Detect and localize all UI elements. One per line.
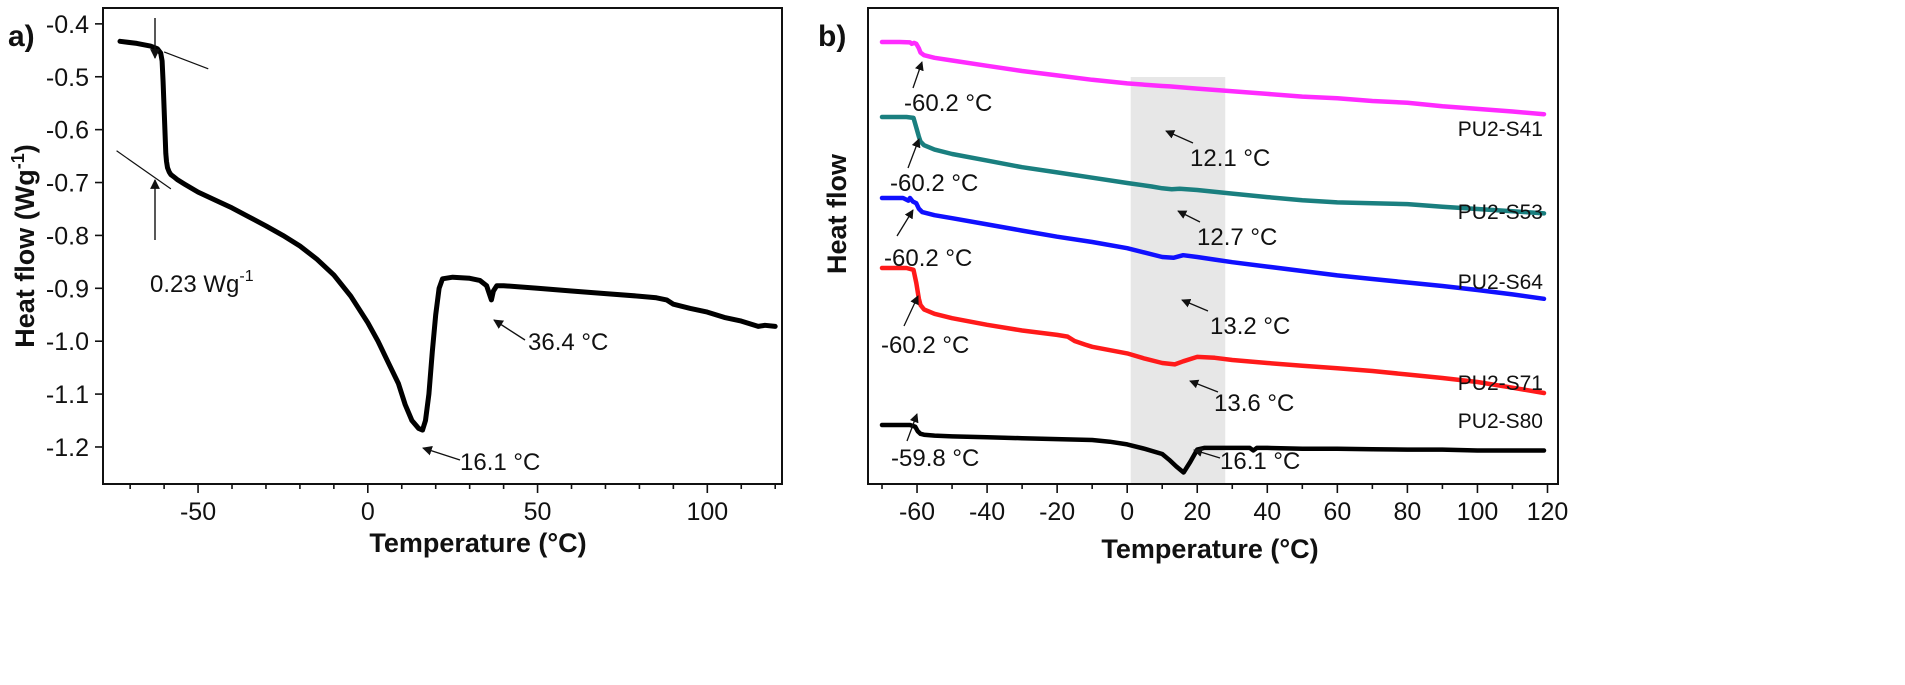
series-line-dsc-trace (117, 38, 778, 433)
y-tick-label: -1.0 (46, 328, 89, 356)
s80-high-arrow (1193, 448, 1221, 459)
peak-16-arrow (422, 446, 461, 461)
s64-high-arrow (1181, 299, 1209, 312)
s53-high-label: 12.7 °C (1197, 224, 1277, 251)
series-line-pu2-s71 (879, 265, 1547, 396)
panel-b: b) -60 -40 -20 0 20 40 60 80 100 120 Temperature … (818, 7, 1569, 564)
y-tick-label: -0.5 (46, 64, 89, 92)
series-label-pu2-s80: PU2-S80 (1458, 410, 1543, 433)
x-tick-label: 0 (1120, 498, 1134, 526)
x-tick-label: 100 (686, 498, 728, 526)
panel-a-letter: a) (8, 20, 35, 53)
s53-low-label: -60.2 °C (890, 170, 978, 197)
s53-low-arrow (907, 138, 921, 169)
x-tick-label: -60 (899, 498, 935, 526)
panel-b-highlight-band (1130, 77, 1226, 484)
x-tick-label: -40 (969, 498, 1005, 526)
s80-low-label: -59.8 °C (891, 445, 979, 472)
s71-low-label: -60.2 °C (881, 332, 969, 359)
x-tick-label: 40 (1253, 498, 1281, 526)
panel-b-x-ticks: -60 -40 -20 0 20 40 60 80 100 120 (881, 484, 1569, 526)
x-tick-label: -20 (1039, 498, 1075, 526)
y-tick-label: -0.9 (46, 275, 89, 303)
panel-b-y-axis-title: Heat flow (822, 153, 852, 274)
s80-low-arrow (906, 413, 919, 442)
y-tick-label: -1.2 (46, 434, 89, 462)
s71-high-label: 13.6 °C (1214, 390, 1294, 417)
tangent-line-2 (116, 150, 172, 190)
s53-high-arrow (1177, 210, 1201, 223)
panel-a-y-ticks: -0.4 -0.5 -0.6 -0.7 -0.8 -0.9 -1.0 -1.1 -1.2 (46, 11, 103, 462)
highlight-band-rect (1130, 77, 1226, 484)
y-tick-label: -0.6 (46, 117, 89, 145)
panel-a-x-axis-title: Temperature (°C) (369, 528, 586, 558)
series-line-pu2-s64 (879, 195, 1547, 302)
s41-low-label: -60.2 °C (904, 90, 992, 117)
x-tick-label: 50 (524, 498, 552, 526)
x-tick-label: 60 (1323, 498, 1351, 526)
series-label-pu2-s64: PU2-S64 (1458, 271, 1544, 294)
s80-high-label: 16.1 °C (1220, 448, 1300, 475)
s41-low-arrow (912, 61, 924, 89)
series-line-pu2-s80 (879, 422, 1547, 475)
series-label-pu2-s41: PU2-S41 (1458, 118, 1543, 141)
x-tick-label: 20 (1183, 498, 1211, 526)
panel-b-x-axis-title: Temperature (°C) (1101, 534, 1318, 564)
panel-b-frame (867, 7, 1559, 485)
step-height-label-main: 0.23 Wg (150, 271, 239, 298)
y-tick-label: -0.8 (46, 222, 89, 250)
x-tick-label: -50 (180, 498, 216, 526)
s41-high-label: 12.1 °C (1190, 145, 1270, 172)
panel-a-annotations: 0.23 Wg-1 16.1 °C 36.4 °C (150, 18, 608, 476)
x-tick-label: 0 (361, 498, 375, 526)
y-tick-label: -0.7 (46, 170, 89, 198)
panel-b-letter: b) (818, 20, 846, 53)
panel-b-annotations: -60.2 °C 12.1 °C -60.2 °C 12.7 °C -60.2 … (881, 61, 1300, 475)
series-line-pu2-s41 (879, 39, 1547, 117)
peak-16-label: 16.1 °C (460, 449, 540, 476)
panel-a-y-axis-title: Heat flow (Wg-1) (8, 144, 40, 348)
x-tick-label: 120 (1527, 498, 1569, 526)
series-label-pu2-s71: PU2-S71 (1458, 372, 1543, 395)
s64-high-label: 13.2 °C (1210, 313, 1290, 340)
peak-36-arrow (493, 319, 526, 341)
tangent-line-1 (163, 51, 209, 70)
panel-a-plot-area (116, 38, 778, 433)
s71-high-arrow (1189, 379, 1219, 393)
step-height-label: 0.23 Wg-1 (150, 268, 254, 298)
panel-a-y-axis-title-main: Heat flow (Wg (10, 169, 40, 347)
s41-high-arrow (1165, 130, 1194, 144)
panel-a-x-ticks: -50 0 50 100 (129, 484, 777, 526)
panel-a: a) -50 0 50 100 -0.4 -0.5 -0.6 -0.7 -0.8 -0.9 -1.… (8, 7, 783, 558)
series-label-pu2-s53: PU2-S53 (1458, 201, 1543, 224)
s64-low-label: -60.2 °C (884, 245, 972, 272)
y-tick-label: -1.1 (46, 381, 89, 409)
peak-36-label: 36.4 °C (528, 329, 608, 356)
x-tick-label: 100 (1457, 498, 1499, 526)
s64-low-arrow (896, 209, 914, 237)
panel-a-y-axis-title-sup: -1 (8, 153, 28, 169)
y-tick-label: -0.4 (46, 11, 89, 39)
s71-low-arrow (903, 295, 919, 327)
step-height-label-sup: -1 (239, 268, 253, 285)
x-tick-label: 80 (1393, 498, 1421, 526)
panel-a-frame (102, 7, 783, 485)
panel-a-y-axis-title-tail: ) (10, 144, 40, 153)
